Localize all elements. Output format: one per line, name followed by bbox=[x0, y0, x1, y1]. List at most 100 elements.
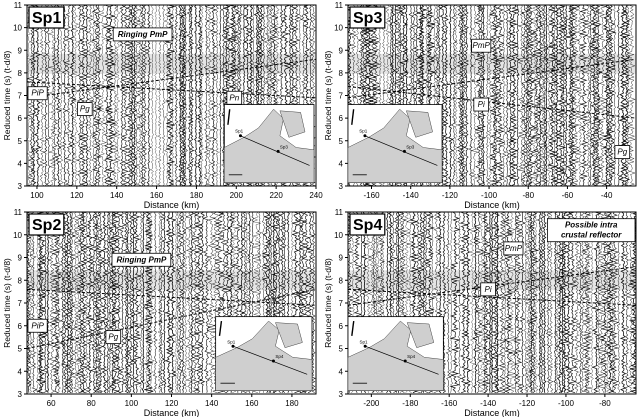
y-tick-label: 8 bbox=[18, 69, 23, 78]
x-tick-label: -140 bbox=[403, 191, 420, 200]
trace bbox=[29, 212, 38, 393]
trace bbox=[310, 212, 316, 394]
trace bbox=[71, 5, 80, 186]
inset-shotpoint-label: Sp1 bbox=[359, 129, 368, 134]
phase-label-text: Pg bbox=[617, 148, 627, 157]
phase-label: Pi bbox=[480, 282, 496, 297]
north-arrow-icon bbox=[227, 109, 231, 125]
trace bbox=[544, 5, 555, 186]
panel-title-box bbox=[28, 213, 65, 236]
y-tick-label: 10 bbox=[13, 24, 22, 33]
trace bbox=[513, 212, 523, 393]
trace bbox=[165, 212, 173, 394]
trace bbox=[61, 5, 68, 186]
trace bbox=[481, 5, 486, 186]
x-tick-label: -200 bbox=[363, 399, 380, 408]
x-tick-label: 120 bbox=[70, 191, 84, 200]
y-tick-label: 4 bbox=[339, 159, 344, 168]
trace bbox=[183, 5, 188, 186]
phase-label: Possible intra crustal reflector bbox=[547, 218, 636, 243]
trace bbox=[51, 212, 62, 394]
seismic-traces bbox=[348, 212, 636, 394]
panel-title-box bbox=[349, 213, 386, 236]
trace bbox=[520, 5, 529, 186]
trace bbox=[449, 212, 454, 393]
trace bbox=[459, 5, 465, 186]
inset-island bbox=[405, 110, 433, 138]
panel-title: Sp2 bbox=[32, 217, 61, 234]
trace bbox=[579, 5, 589, 186]
y-tick-label: 6 bbox=[339, 114, 344, 123]
y-axis-label: Reduced time (s) (t-d/8) bbox=[2, 50, 12, 140]
phase-label: Pg bbox=[614, 145, 631, 159]
trace bbox=[492, 5, 500, 186]
phase-picks bbox=[348, 58, 636, 119]
inset-island bbox=[279, 110, 306, 138]
trace bbox=[83, 212, 90, 394]
trace bbox=[474, 5, 484, 186]
y-tick-label: 5 bbox=[18, 345, 23, 354]
trace bbox=[189, 212, 195, 393]
trace bbox=[588, 5, 594, 186]
phase-label-text: Pi bbox=[485, 285, 492, 294]
x-tick-label: 160 bbox=[245, 399, 259, 408]
trace bbox=[202, 212, 211, 393]
trace bbox=[177, 5, 183, 186]
trace bbox=[626, 5, 636, 186]
trace bbox=[541, 5, 548, 186]
trace bbox=[577, 212, 584, 393]
trace bbox=[537, 5, 543, 186]
trace bbox=[79, 212, 88, 394]
trace bbox=[35, 212, 40, 393]
trace bbox=[131, 212, 137, 394]
trace bbox=[523, 212, 529, 393]
y-axis-label: Reduced time (s) (t-d/8) bbox=[2, 258, 12, 348]
north-arrow-icon bbox=[351, 109, 355, 125]
y-tick-label: 5 bbox=[339, 345, 344, 354]
trace bbox=[118, 212, 128, 394]
trace bbox=[473, 212, 485, 394]
trace bbox=[589, 5, 599, 186]
trace bbox=[176, 212, 185, 393]
inset-profile-line bbox=[364, 135, 438, 166]
trace bbox=[532, 5, 542, 186]
trace bbox=[570, 5, 581, 186]
trace bbox=[60, 212, 66, 393]
x-tick-label: -160 bbox=[441, 399, 458, 408]
trace bbox=[553, 5, 560, 186]
y-tick-label: 10 bbox=[13, 231, 22, 240]
north-arrow-icon bbox=[218, 320, 223, 336]
trace bbox=[131, 212, 143, 393]
trace bbox=[532, 212, 539, 393]
trace bbox=[559, 5, 568, 186]
trace bbox=[173, 5, 179, 186]
trace bbox=[456, 212, 463, 393]
trace bbox=[193, 5, 199, 186]
trace bbox=[85, 212, 95, 394]
x-axis-label: Distance (km) bbox=[464, 200, 520, 210]
x-tick-label: 120 bbox=[165, 399, 179, 408]
trace bbox=[47, 5, 58, 186]
y-tick-label: 11 bbox=[335, 1, 344, 10]
trace bbox=[539, 212, 545, 394]
x-tick-label: 220 bbox=[269, 191, 283, 200]
trace bbox=[93, 212, 99, 393]
trace bbox=[442, 5, 450, 186]
y-tick-label: 11 bbox=[335, 208, 344, 217]
y-tick-label: 7 bbox=[18, 299, 23, 308]
x-tick-label: 180 bbox=[190, 191, 204, 200]
trace bbox=[144, 212, 150, 393]
reflection-band bbox=[27, 270, 316, 291]
x-tick-label: 60 bbox=[47, 399, 56, 408]
phase-picks bbox=[27, 58, 316, 99]
y-tick-label: 9 bbox=[339, 46, 344, 55]
trace bbox=[204, 5, 214, 186]
panel-sp3: Sp3 -160 -140 -120 -100 -80 -60 -40 3 4 5 6 7 8 9 10 11 D… bbox=[323, 1, 637, 210]
trace bbox=[504, 5, 510, 186]
trace bbox=[141, 212, 145, 393]
trace bbox=[109, 212, 121, 394]
trace bbox=[464, 212, 472, 393]
trace bbox=[551, 5, 558, 186]
trace bbox=[162, 212, 167, 393]
